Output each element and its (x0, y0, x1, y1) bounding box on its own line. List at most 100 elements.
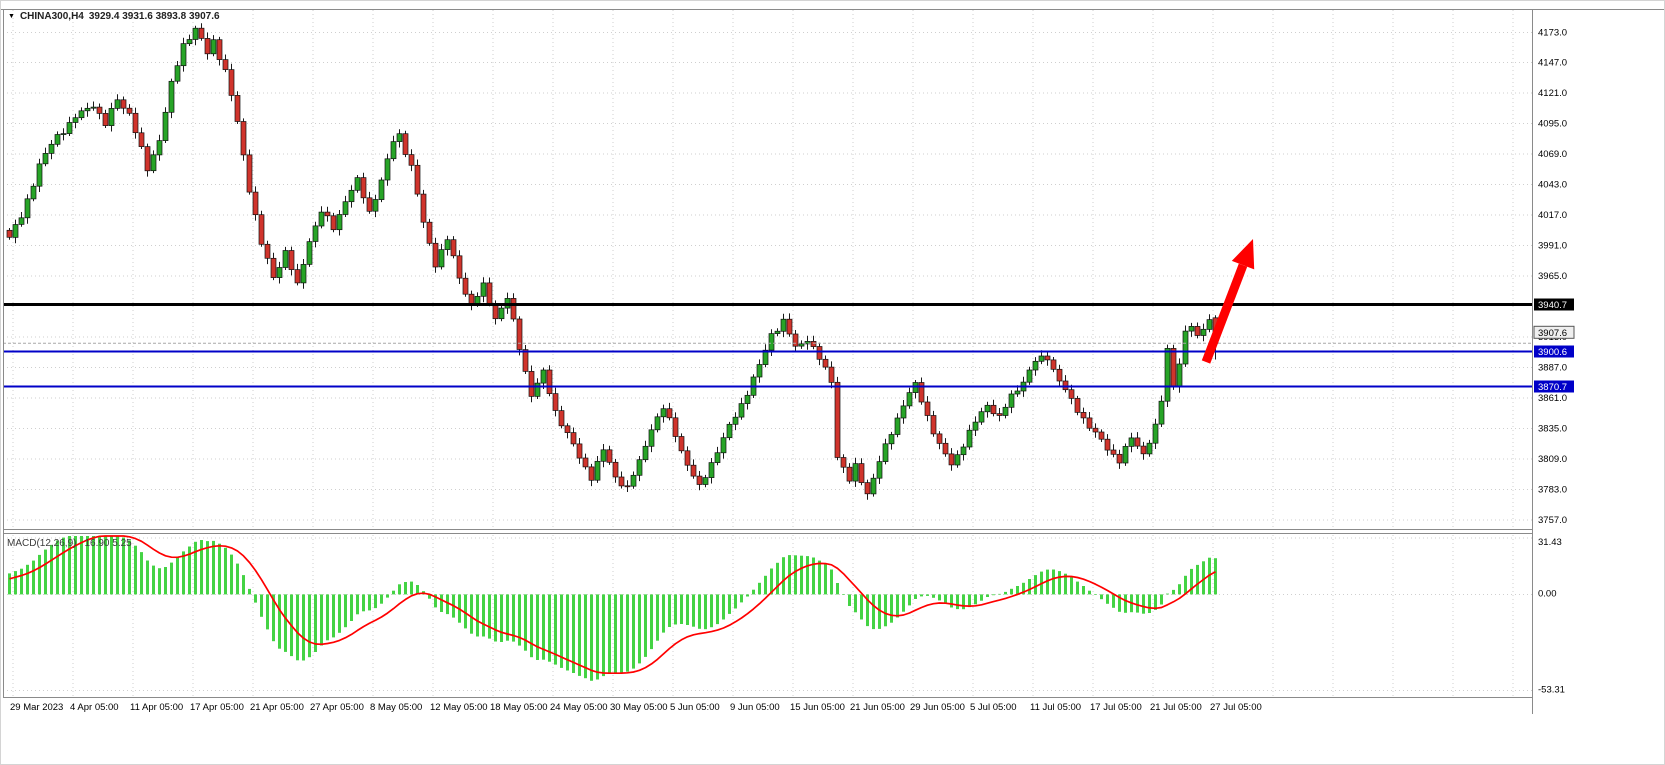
macd-histogram-bar (950, 594, 953, 608)
macd-histogram-bar (890, 594, 893, 623)
macd-histogram-bar (542, 594, 545, 660)
macd-histogram-bar (986, 594, 989, 597)
macd-histogram-bar (476, 594, 479, 637)
macd-histogram-bar (266, 594, 269, 630)
macd-histogram-bar (230, 554, 233, 595)
macd-histogram-bar (1124, 594, 1127, 613)
macd-histogram-bar (32, 560, 35, 595)
macd-histogram-bar (206, 541, 209, 595)
macd-histogram-bar (590, 594, 593, 681)
macd-histogram-bar (236, 563, 239, 595)
macd-histogram-bar (314, 594, 317, 652)
price-axis[interactable]: 4173.0 4147.0 4121.0 4095.0 4069.0 4043.0 4017… (1533, 27, 1575, 695)
macd-histogram-bar (1214, 558, 1217, 595)
macd-histogram-bar (1016, 586, 1019, 595)
macd-histogram-bar (1076, 581, 1079, 595)
macd-histogram-bar (1046, 569, 1049, 595)
macd-histogram-bar (1184, 575, 1187, 595)
symbol-timeframe-label: CHINA300,H4 (19, 11, 84, 22)
macd-histogram-bar (1112, 594, 1115, 608)
macd-histogram-bar (86, 536, 89, 595)
date-tick-label: 5 Jun 05:00 (670, 702, 720, 713)
macd-histogram-bar (524, 594, 527, 651)
macd-histogram-bar (62, 537, 65, 595)
macd-histogram-bar (1058, 571, 1061, 595)
macd-histogram-bar (620, 594, 623, 673)
macd-histogram-bar (1136, 594, 1139, 613)
macd-histogram-bar (8, 573, 11, 595)
macd-histogram-bar (1064, 573, 1067, 595)
macd-histogram-bar (800, 555, 803, 595)
date-tick-label: 18 May 05:00 (490, 702, 548, 713)
macd-histogram-bar (1094, 594, 1097, 595)
macd-histogram-bar (512, 594, 515, 642)
time-axis[interactable]: 29 Mar 2023 4 Apr 05:00 11 Apr 05:00 17 Apr… (10, 702, 1262, 713)
macd-histogram-bar (560, 594, 563, 668)
macd-histogram-bar (44, 549, 47, 595)
macd-histogram-bar (362, 594, 365, 612)
macd-histogram-bar (530, 594, 533, 658)
macd-histogram-bar (992, 594, 995, 596)
price-tick-label: 4017.0 (1538, 210, 1567, 221)
macd-histogram-bar (1052, 569, 1055, 595)
panel-borders (1, 9, 1664, 714)
macd-histogram-bar (860, 594, 863, 620)
macd-histogram-bar (1178, 584, 1181, 595)
macd-histogram-bar (14, 571, 17, 595)
macd-histogram-bar (302, 594, 305, 661)
macd-histogram-bar (902, 594, 905, 612)
macd-histogram-bar (830, 569, 833, 595)
macd-histogram-bar (440, 594, 443, 612)
macd-histogram-bar (344, 594, 347, 628)
macd-histogram-bar (956, 594, 959, 610)
macd-histogram-bar (932, 594, 935, 598)
macd-histogram-bar (572, 594, 575, 673)
macd-histogram-bar (968, 594, 971, 608)
macd-histogram-bar (998, 593, 1001, 595)
symbol-dropdown-icon[interactable]: ▼ (8, 13, 15, 20)
date-tick-label: 4 Apr 05:00 (70, 702, 119, 713)
macd-histogram-bar (74, 536, 77, 595)
macd-tick-label: 0.00 (1538, 588, 1557, 599)
macd-histogram-bar (914, 594, 917, 599)
macd-histogram-bar (962, 594, 965, 610)
macd-histogram-bar (356, 594, 359, 615)
macd-histogram-bar (410, 581, 413, 595)
macd-histogram-bar (752, 589, 755, 595)
macd-histogram-bar (182, 551, 185, 595)
macd-histogram-bar (56, 540, 59, 595)
current-price-badge (1533, 325, 1575, 339)
macd-histogram-bar (674, 594, 677, 625)
macd-histogram-bar (566, 594, 569, 671)
trend-arrow-annotation[interactable] (1201, 239, 1255, 364)
macd-histogram-bar (224, 547, 227, 595)
chart-header: ▼ CHINA300,H4 3929.4 3931.6 3893.8 3907.… (8, 11, 220, 22)
macd-histogram-bar (704, 594, 707, 630)
macd-histogram-bar (1070, 577, 1073, 595)
macd-histogram-bar (602, 594, 605, 677)
date-tick-label: 9 Jun 05:00 (730, 702, 780, 713)
macd-histogram-bar (1106, 594, 1109, 604)
macd-histogram-bar (764, 575, 767, 595)
macd-histogram-bar (626, 594, 629, 672)
svg-text:3870.7: 3870.7 (1538, 382, 1567, 393)
candlestick-series (6, 23, 1219, 500)
macd-histogram-bar (470, 594, 473, 634)
macd-histogram-bar (608, 594, 611, 674)
macd-histogram-bar (98, 536, 101, 595)
macd-histogram-bar (794, 555, 797, 595)
macd-indicator-label: MACD(12,26,9) 16.90 5.25 (7, 538, 132, 549)
macd-histogram-bar (638, 594, 641, 664)
macd-histogram-bar (848, 594, 851, 606)
price-tick-label: 3965.0 (1538, 271, 1567, 282)
macd-histogram-bar (296, 594, 299, 661)
macd-tick-label: 31.43 (1538, 537, 1562, 548)
macd-histogram-bar (176, 557, 179, 595)
macd-histogram-bar (488, 594, 491, 639)
macd-histogram-bar (320, 594, 323, 646)
macd-histogram-bar (284, 594, 287, 652)
macd-histogram-bar (254, 594, 257, 603)
macd-histogram-bar (596, 594, 599, 680)
